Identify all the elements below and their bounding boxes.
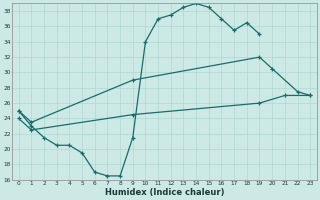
X-axis label: Humidex (Indice chaleur): Humidex (Indice chaleur): [105, 188, 224, 197]
